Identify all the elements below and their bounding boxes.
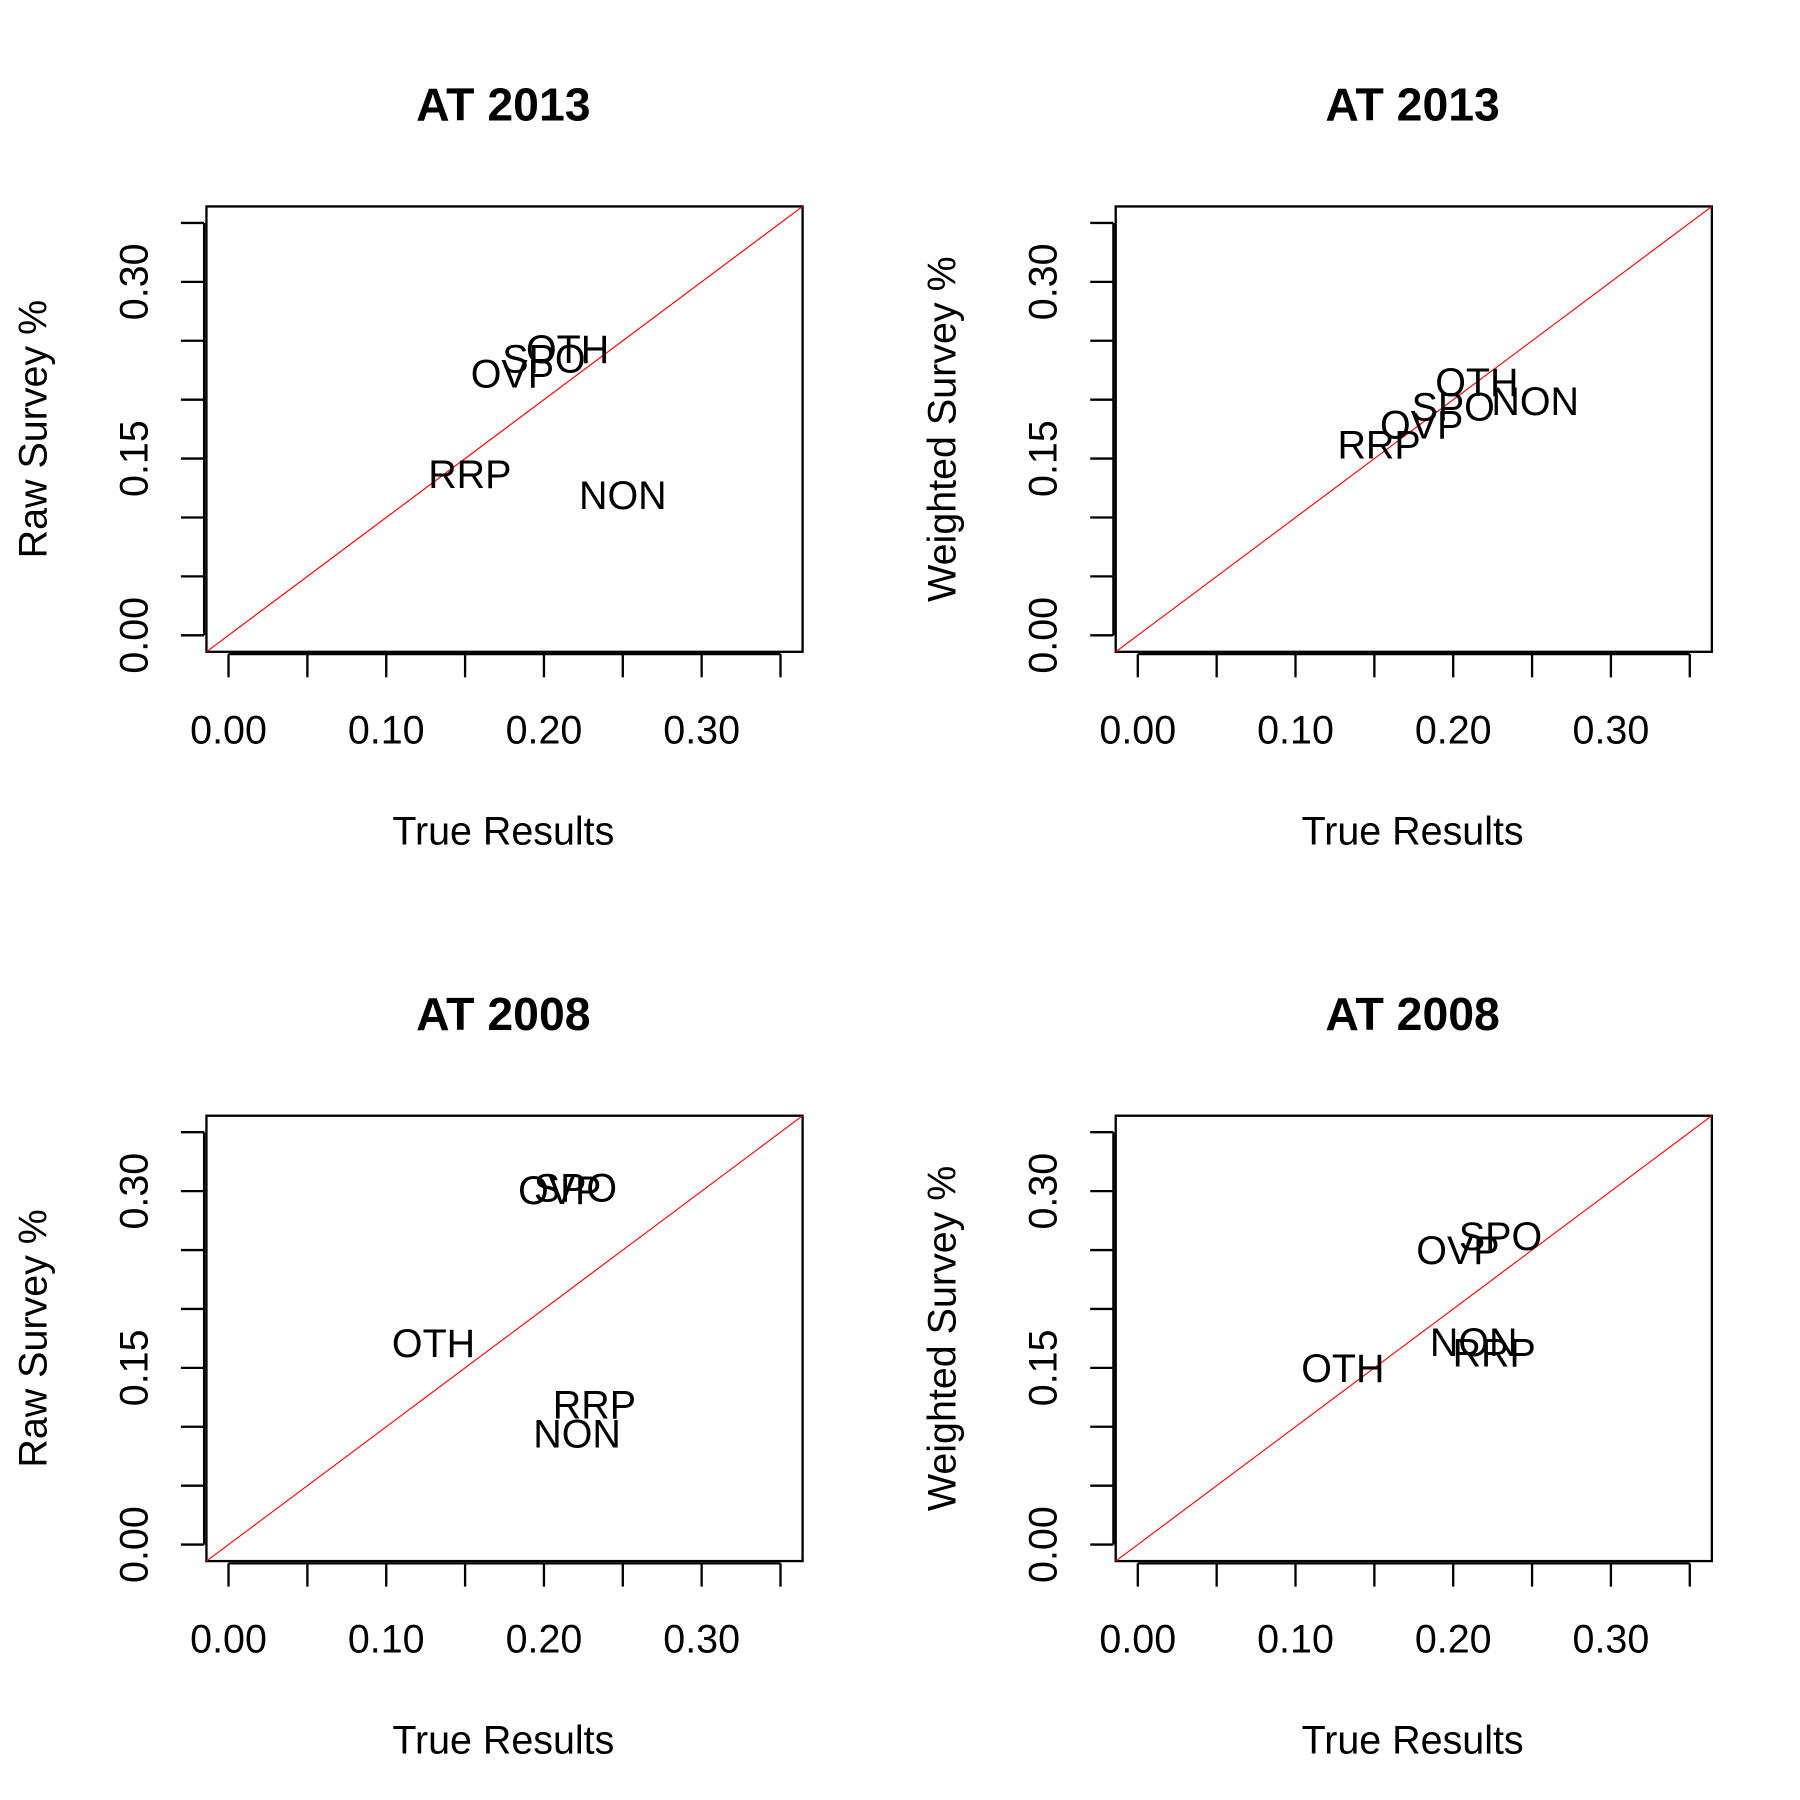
point-label-spo: SPO: [502, 337, 585, 381]
x-tick-label: 0.30: [1573, 708, 1650, 752]
y-tick-label: 0.00: [112, 1506, 156, 1583]
plot-frame: [205, 205, 804, 653]
point-label-rrp: RRP: [428, 453, 511, 497]
reference-line: [206, 1115, 803, 1562]
y-tick-label: 0.30: [1022, 243, 1066, 320]
x-tick-label: 0.20: [1415, 708, 1492, 752]
plot-frame: [205, 1114, 804, 1563]
y-tick-label: 0.15: [112, 1329, 156, 1406]
y-tick-label: 0.15: [1022, 420, 1066, 497]
y-tick-label: 0.30: [112, 243, 156, 320]
y-tick-label: 0.00: [1022, 597, 1066, 674]
y-axis-label: Weighted Survey %: [921, 1166, 965, 1511]
y-tick-label: 0.15: [112, 420, 156, 497]
x-tick-label: 0.00: [190, 1618, 267, 1662]
x-axis-label: True Results: [392, 1719, 614, 1763]
x-tick-label: 0.10: [348, 708, 425, 752]
x-tick-label: 0.30: [663, 708, 740, 752]
x-tick-label: 0.30: [1573, 1618, 1650, 1662]
x-tick-label: 0.10: [1257, 708, 1334, 752]
point-label-oth: OTH: [1301, 1347, 1384, 1391]
point-label-ovp: OVP: [471, 353, 554, 397]
x-tick-label: 0.20: [506, 708, 583, 752]
panel-title: AT 2008: [416, 988, 590, 1040]
x-tick-label: 0.20: [506, 1618, 583, 1662]
point-label-non: NON: [1430, 1321, 1518, 1365]
reference-line: [1115, 1115, 1713, 1562]
y-axis-label: Raw Survey %: [11, 1209, 55, 1468]
panel-title: AT 2013: [1325, 79, 1499, 131]
x-tick-label: 0.10: [348, 1618, 425, 1662]
y-tick-label: 0.00: [1022, 1506, 1066, 1583]
point-label-rrp: RRP: [1337, 423, 1420, 467]
point-label-non: NON: [1491, 380, 1579, 424]
point-label-oth: OTH: [392, 1322, 475, 1366]
panel-3: AT 2008 0.00 0.10 0.20 0.30 0.00 0.15 0.30 True …: [11, 988, 804, 1763]
y-tick-label: 0.15: [1022, 1329, 1066, 1406]
reference-line: [1115, 205, 1713, 653]
point-label-rrp: RRP: [553, 1383, 636, 1427]
x-tick-label: 0.00: [1099, 708, 1176, 752]
y-axis-label: Weighted Survey %: [921, 256, 965, 601]
x-tick-label: 0.10: [1257, 1618, 1334, 1662]
point-label-oth: OTH: [526, 328, 609, 372]
x-axis-label: True Results: [1302, 809, 1524, 853]
x-tick-label: 0.30: [663, 1618, 740, 1662]
panel-1: AT 2013 0.00 0.10 0.20 0.30 0.00 0.15 0.30 True …: [11, 79, 804, 853]
plot-frame: [1114, 205, 1714, 653]
x-axis-label: True Results: [1302, 1719, 1524, 1763]
plot-frame: [1114, 1114, 1714, 1563]
point-label-spo: SPO: [1412, 386, 1495, 430]
x-axis-label: True Results: [392, 809, 614, 853]
y-tick-label: 0.00: [112, 597, 156, 674]
y-tick-label: 0.30: [1022, 1153, 1066, 1230]
point-label-rrp: RRP: [1453, 1331, 1536, 1375]
point-label-ovp: OVP: [1380, 403, 1463, 447]
point-label-non: NON: [579, 474, 667, 518]
x-tick-label: 0.20: [1415, 1618, 1492, 1662]
panel-2: AT 2013 0.00 0.10 0.20 0.30 0.00 0.15 0.30 True …: [921, 79, 1714, 853]
x-tick-label: 0.00: [1099, 1618, 1176, 1662]
x-tick-label: 0.00: [190, 708, 267, 752]
point-label-ovp: OVP: [1416, 1229, 1499, 1273]
point-label-spo: SPO: [534, 1167, 617, 1211]
reference-line: [206, 205, 803, 653]
y-axis-label: Raw Survey %: [11, 300, 55, 559]
panel-title: AT 2008: [1325, 988, 1499, 1040]
point-label-spo: SPO: [1459, 1215, 1542, 1259]
point-label-oth: OTH: [1435, 361, 1518, 405]
point-label-ovp: OVP: [518, 1169, 601, 1213]
panel-4: AT 2008 0.00 0.10 0.20 0.30 0.00 0.15 0.30 True …: [921, 988, 1714, 1763]
point-label-non: NON: [533, 1413, 621, 1457]
panel-title: AT 2013: [416, 79, 590, 131]
y-tick-label: 0.30: [112, 1153, 156, 1230]
